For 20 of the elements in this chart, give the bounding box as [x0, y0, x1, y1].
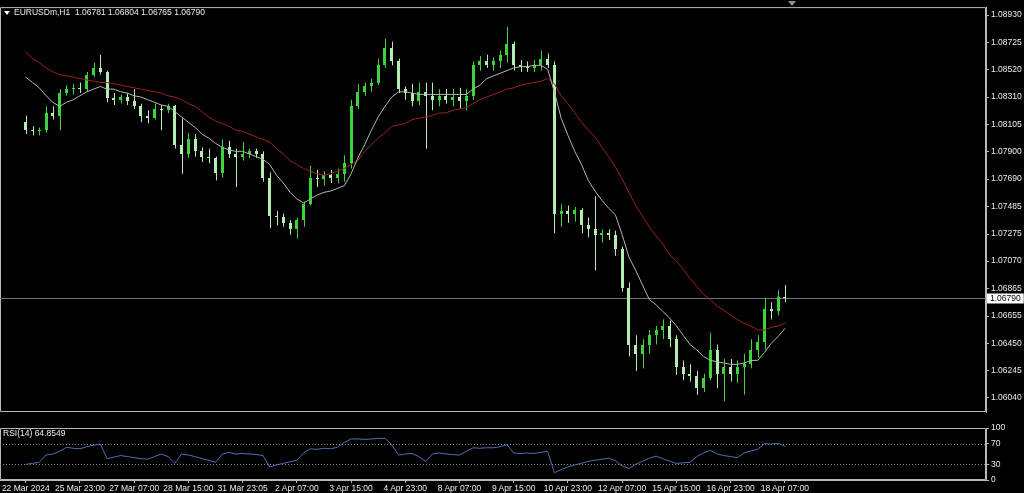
y-tick-label: 30	[991, 458, 1001, 469]
x-tick-label: 16 Apr 23:00	[706, 483, 755, 493]
x-tick-label: 27 Mar 07:00	[109, 483, 160, 493]
y-tick-label: 0	[991, 474, 996, 485]
x-tick-label: 15 Apr 15:00	[652, 483, 701, 493]
x-tick-label: 2 Apr 07:00	[275, 483, 319, 493]
y-tick-label: 70	[991, 437, 1001, 448]
y-tick-label: 100	[991, 422, 1006, 433]
x-tick-label: 22 Mar 2024	[1, 483, 50, 493]
x-tick-label: 18 Apr 07:00	[760, 483, 810, 493]
x-tick-label: 28 Mar 15:00	[163, 483, 214, 493]
x-tick-label: 9 Apr 15:00	[492, 483, 536, 493]
x-tick-label: 25 Mar 23:00	[54, 483, 106, 493]
x-tick-label: 31 Mar 23:05	[217, 483, 268, 493]
x-tick-label: 12 Apr 07:00	[598, 483, 647, 493]
x-tick-label: 8 Apr 07:00	[437, 483, 482, 493]
chart-title: RSI(14) 64.8549	[3, 428, 66, 439]
x-tick-label: 10 Apr 23:00	[543, 483, 593, 493]
x-tick-label: 3 Apr 15:00	[329, 483, 374, 493]
x-tick-label: 4 Apr 23:00	[383, 483, 428, 493]
